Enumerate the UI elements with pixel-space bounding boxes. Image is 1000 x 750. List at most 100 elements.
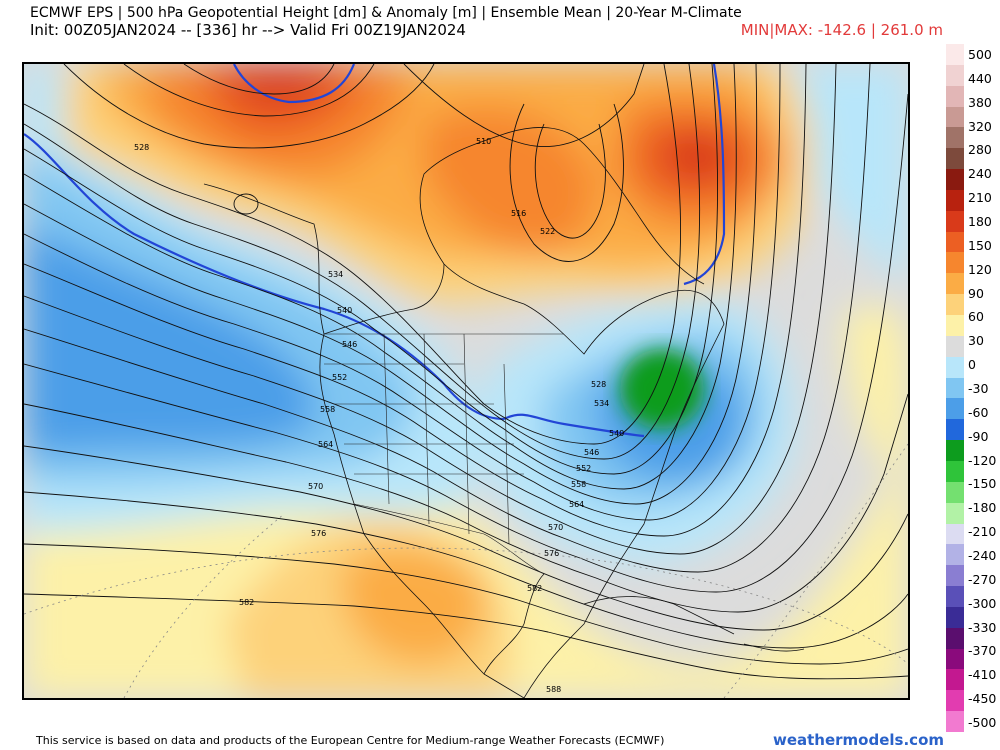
colorbar-segment: [946, 106, 964, 128]
colorbar-segment: [946, 669, 964, 691]
colorbar-segment: [946, 315, 964, 337]
contour-label: 546: [584, 448, 599, 457]
colorbar-tick-label: -410: [968, 667, 997, 683]
contour-label: 558: [571, 480, 586, 489]
contour-label: 540: [337, 306, 352, 315]
colorbar-segment: [946, 502, 964, 524]
colorbar-tick-label: 150: [968, 237, 992, 253]
colorbar-segment: [946, 356, 964, 379]
minmax-readout: MIN|MAX: -142.6 | 261.0 m: [740, 21, 943, 39]
contour-label: 534: [328, 270, 343, 279]
colorbar-tick-label: -330: [968, 619, 997, 635]
colorbar-segment: [946, 627, 964, 650]
colorbar-tick-label: -370: [968, 643, 997, 659]
contour-label: 588: [546, 685, 561, 694]
colorbar-tick-label: -30: [968, 381, 989, 396]
colorbar-segment: [946, 377, 964, 399]
colorbar-segment: [946, 544, 964, 566]
colorbar-segment: [946, 586, 964, 608]
anomaly-zero-contours: [24, 64, 726, 438]
contour-label: 564: [569, 500, 584, 509]
colorbar-segment: [946, 335, 964, 358]
colorbar-segment: [946, 210, 964, 233]
colorbar-tick-label: -120: [968, 452, 997, 468]
colorbar-tick-label: -450: [968, 691, 997, 707]
colorbar-tick-label: -210: [968, 524, 997, 540]
colorbar-segment: [946, 523, 964, 545]
colorbar-segment: [946, 690, 964, 712]
colorbar-tick-label: 90: [968, 285, 984, 301]
contour-label: 576: [311, 529, 326, 538]
colorbar: [946, 44, 964, 733]
borders: [324, 333, 564, 575]
map-panel: 528 534 540 546 552 558 564 570 576 582 …: [22, 62, 910, 700]
colorbar-segment: [946, 606, 964, 629]
contour-label: 564: [318, 440, 333, 449]
contour-label: 570: [548, 523, 563, 532]
contour-label: 582: [239, 598, 254, 607]
colorbar-segment: [946, 148, 964, 170]
deep-anomaly-core: [620, 349, 704, 429]
contour-label: 552: [332, 373, 347, 382]
colorbar-tick-label: 240: [968, 166, 992, 182]
graticule: [24, 443, 908, 698]
contour-label: 528: [591, 380, 606, 389]
colorbar-tick-label: 380: [968, 94, 992, 110]
colorbar-segment: [946, 85, 964, 108]
colorbar-tick-label: -300: [968, 595, 997, 611]
colorbar-segment: [946, 44, 964, 66]
colorbar-tick-label: 180: [968, 214, 992, 229]
colorbar-segment: [946, 252, 964, 274]
colorbar-segment: [946, 481, 964, 504]
colorbar-tick-label: 320: [968, 118, 992, 134]
colorbar-segment: [946, 231, 964, 253]
contour-label: 576: [544, 549, 559, 558]
colorbar-segment: [946, 273, 964, 295]
colorbar-segment: [946, 711, 964, 733]
anomaly-map: 528 534 540 546 552 558 564 570 576 582 …: [24, 64, 908, 698]
contour-label: 540: [609, 429, 624, 438]
colorbar-segment: [946, 169, 964, 191]
colorbar-segment: [946, 440, 964, 462]
contour-label: 552: [576, 464, 591, 473]
colorbar-segment: [946, 565, 964, 587]
colorbar-tick-label: -240: [968, 548, 997, 563]
contour-label: 570: [308, 482, 323, 491]
colorbar-segment: [946, 294, 964, 316]
chart-subtitle: Init: 00Z05JAN2024 -- [336] hr --> Valid…: [30, 21, 466, 39]
colorbar-tick-label: -500: [968, 715, 997, 730]
colorbar-tick-label: 0: [968, 357, 976, 373]
contour-label: 510: [476, 137, 491, 146]
colorbar-segment: [946, 460, 964, 483]
brand-link[interactable]: weathermodels.com: [772, 731, 944, 749]
colorbar-tick-label: 280: [968, 142, 992, 158]
colorbar-tick-label: 60: [968, 309, 984, 325]
colorbar-tick-label: 440: [968, 70, 992, 86]
colorbar-tick-label: 120: [968, 261, 992, 277]
anomaly-fields: [24, 64, 908, 698]
contour-label: 546: [342, 340, 357, 349]
colorbar-tick-label: -150: [968, 476, 997, 492]
chart-title: ECMWF EPS | 500 hPa Geopotential Height …: [30, 5, 742, 21]
colorbar-segment: [946, 127, 964, 149]
contour-label-group: 528 534 540 546 552 558 564 570 576 582 …: [134, 137, 624, 694]
colorbar-segment: [946, 398, 964, 420]
attribution-text: This service is based on data and produc…: [36, 734, 665, 747]
colorbar-segment: [946, 648, 964, 670]
contour-label: 528: [134, 143, 149, 152]
colorbar-segment: [946, 64, 964, 87]
coastlines: [203, 127, 805, 698]
contour-label: 582: [527, 584, 542, 593]
colorbar-segment: [946, 189, 964, 212]
colorbar-tick-label: -90: [968, 428, 989, 444]
contour-label: 522: [540, 227, 555, 236]
colorbar-tick-label: -180: [968, 500, 997, 516]
contour-label: 534: [594, 399, 609, 408]
colorbar-tick-label: 500: [968, 47, 992, 62]
contour-label: 558: [320, 405, 335, 414]
colorbar-tick-label: 30: [968, 333, 984, 349]
colorbar-tick-label: -270: [968, 571, 997, 587]
colorbar-tick-label: -60: [968, 404, 989, 420]
colorbar-tick-label: 210: [968, 190, 992, 206]
colorbar-segment: [946, 419, 964, 441]
